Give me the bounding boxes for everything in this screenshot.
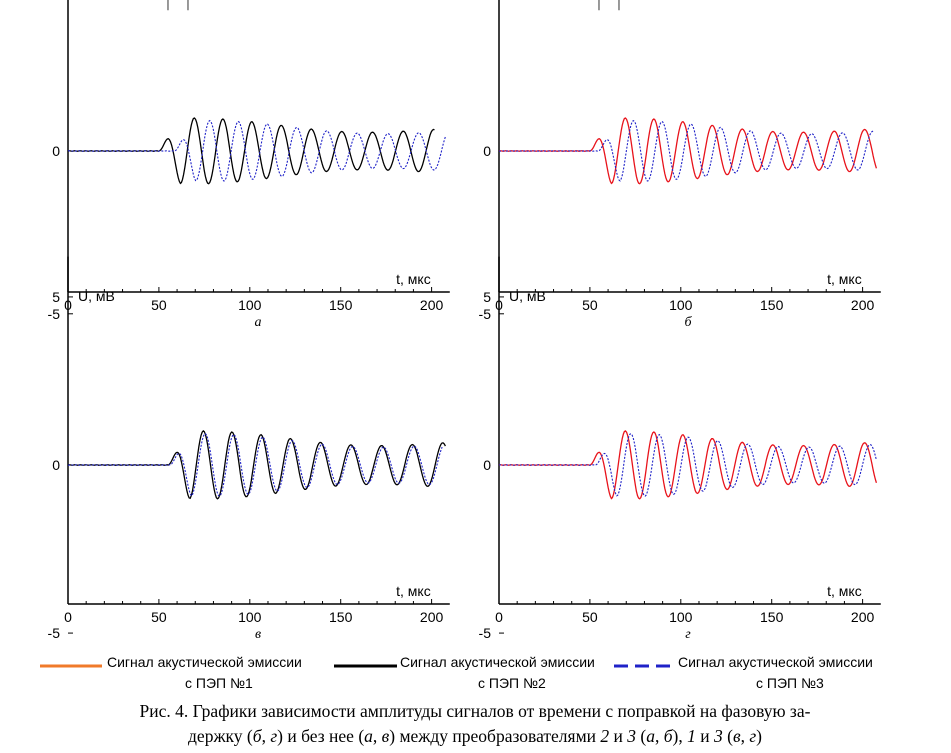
legend-label-line-2: с ПЭП №3 bbox=[756, 675, 824, 691]
y-tick-label: -5 bbox=[479, 306, 492, 322]
x-tick-label: 150 bbox=[329, 297, 353, 313]
x-axis-label: t, мкс bbox=[827, 271, 862, 287]
x-tick-label: 150 bbox=[760, 609, 784, 625]
series-line-2 bbox=[68, 119, 446, 182]
legend-label-line-1: Сигнал акустической эмиссии bbox=[107, 654, 302, 670]
x-tick-label: 0 bbox=[495, 609, 503, 625]
series-line-1 bbox=[67, 117, 435, 185]
x-tick-label: 200 bbox=[420, 297, 444, 313]
y-tick-label: 0 bbox=[52, 457, 60, 473]
x-tick-label: 50 bbox=[582, 297, 598, 313]
legend-label-line-1: Сигнал акустической эмиссии bbox=[400, 654, 595, 670]
legend-entry-2: Сигнал акустической эмиссии с ПЭП №2 bbox=[334, 654, 595, 691]
y-tick-label: -5 bbox=[48, 306, 61, 322]
y-tick-label: -5 bbox=[479, 625, 492, 641]
panel-letter: в bbox=[255, 627, 261, 642]
x-tick-label: 100 bbox=[669, 609, 693, 625]
x-tick-label: 50 bbox=[582, 609, 598, 625]
y-axis-label: U, мВ bbox=[509, 288, 546, 304]
x-tick-label: 200 bbox=[420, 609, 444, 625]
legend-label-line-1: Сигнал акустической эмиссии bbox=[678, 654, 873, 670]
legend-entry-3: Сигнал акустической эмиссии с ПЭП №3 bbox=[614, 654, 873, 691]
legend-entry-1: Сигнал акустической эмиссии с ПЭП №1 bbox=[40, 654, 302, 691]
series-line-2 bbox=[498, 433, 877, 497]
x-tick-label: 50 bbox=[151, 297, 167, 313]
y-tick-label: 5 bbox=[483, 289, 491, 305]
panel-letter: г bbox=[685, 627, 691, 642]
x-tick-label: 100 bbox=[238, 297, 262, 313]
x-axis-label: t, мкс bbox=[396, 271, 431, 287]
y-tick-label: 0 bbox=[483, 143, 491, 159]
y-tick-label: 5 bbox=[52, 289, 60, 305]
caption-line-1: Рис. 4. Графики зависимости амплитуды си… bbox=[139, 701, 811, 721]
panel-letter: а bbox=[255, 315, 262, 330]
legend-label-line-2: с ПЭП №1 bbox=[185, 675, 253, 691]
legend-label-line-2: с ПЭП №2 bbox=[478, 675, 546, 691]
series-line-2 bbox=[68, 433, 443, 497]
x-tick-label: 200 bbox=[851, 609, 875, 625]
x-tick-label: 200 bbox=[851, 297, 875, 313]
x-tick-label: 150 bbox=[329, 609, 353, 625]
panel-letter: б bbox=[684, 315, 692, 330]
series-line-2 bbox=[498, 120, 874, 182]
figure-caption: Рис. 4. Графики зависимости амплитуды си… bbox=[40, 699, 910, 749]
x-tick-label: 0 bbox=[64, 609, 72, 625]
x-tick-label: 100 bbox=[238, 609, 262, 625]
x-tick-label: 150 bbox=[760, 297, 784, 313]
y-tick-label: 0 bbox=[52, 143, 60, 159]
y-tick-label: 0 bbox=[483, 457, 491, 473]
y-tick-label: -5 bbox=[48, 625, 61, 641]
y-axis-label: U, мВ bbox=[78, 288, 115, 304]
x-tick-label: 50 bbox=[151, 609, 167, 625]
x-tick-label: 100 bbox=[669, 297, 693, 313]
x-axis-label: t, мкс bbox=[396, 583, 431, 599]
x-axis-label: t, мкс bbox=[827, 583, 862, 599]
caption-line-2: держку (б, г) и без нее (а, в) между пре… bbox=[188, 726, 762, 746]
